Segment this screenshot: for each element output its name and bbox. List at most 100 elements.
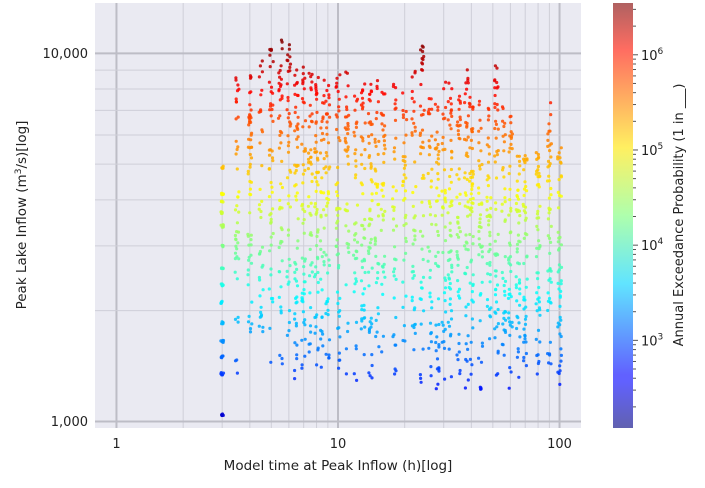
data-point — [354, 320, 359, 324]
data-point — [410, 299, 414, 303]
data-point — [379, 228, 383, 232]
data-point — [471, 172, 475, 176]
data-point — [300, 204, 304, 208]
data-point — [310, 270, 314, 274]
data-point — [488, 337, 492, 341]
data-point — [373, 140, 377, 144]
data-point — [479, 149, 483, 153]
data-point — [314, 134, 318, 138]
data-point — [558, 304, 562, 308]
data-point — [447, 187, 452, 191]
data-point — [301, 125, 305, 129]
data-point — [410, 133, 414, 137]
data-point — [449, 317, 454, 321]
data-point — [517, 172, 521, 176]
data-point — [479, 225, 483, 229]
data-point — [271, 60, 275, 64]
data-point — [557, 263, 562, 267]
data-point — [325, 120, 329, 124]
data-point — [507, 316, 511, 320]
data-point — [337, 136, 341, 140]
data-point — [503, 293, 507, 297]
data-point — [280, 259, 284, 263]
data-point — [401, 115, 405, 120]
data-point — [380, 122, 384, 126]
data-point — [440, 141, 444, 146]
data-point — [418, 297, 422, 301]
data-point — [468, 232, 472, 237]
data-point — [324, 99, 328, 103]
data-point — [501, 119, 505, 123]
data-point — [447, 81, 451, 85]
data-point — [392, 150, 396, 154]
data-point — [293, 312, 297, 316]
data-point — [485, 298, 490, 302]
data-point — [516, 261, 520, 265]
data-point — [470, 184, 474, 188]
data-point — [302, 218, 306, 222]
data-point — [496, 351, 500, 355]
data-point — [464, 305, 468, 309]
data-point — [327, 338, 332, 342]
data-point — [246, 320, 251, 324]
data-point — [234, 152, 238, 156]
data-point — [271, 231, 275, 236]
data-point — [301, 221, 305, 225]
data-point — [548, 268, 552, 272]
data-point — [287, 140, 291, 144]
data-point — [370, 363, 374, 368]
data-point — [277, 87, 281, 92]
data-point — [327, 198, 331, 202]
data-point — [278, 84, 283, 88]
data-point — [412, 274, 416, 278]
data-point — [287, 280, 291, 284]
data-point — [269, 102, 273, 106]
data-point — [294, 279, 299, 283]
data-point — [401, 108, 405, 113]
data-point — [322, 263, 326, 267]
data-point — [319, 138, 324, 142]
data-point — [549, 280, 553, 284]
data-point — [458, 99, 462, 103]
data-point — [314, 93, 318, 97]
data-point — [315, 97, 319, 101]
data-point — [404, 294, 408, 298]
data-point — [354, 122, 358, 126]
data-point — [303, 209, 307, 214]
data-point — [466, 200, 470, 204]
data-point — [309, 306, 313, 310]
data-point — [269, 114, 273, 118]
data-point — [367, 97, 371, 102]
data-point — [437, 194, 441, 198]
data-point — [455, 253, 459, 257]
data-point — [464, 342, 468, 346]
data-point — [545, 179, 550, 183]
data-point — [507, 256, 511, 260]
data-point — [249, 193, 253, 197]
data-point — [403, 339, 407, 343]
data-point — [369, 164, 373, 168]
data-point — [280, 159, 284, 163]
data-point — [335, 76, 339, 80]
data-point — [269, 221, 273, 225]
data-point — [414, 185, 418, 189]
data-point — [336, 252, 340, 256]
data-point — [308, 291, 312, 295]
data-point — [354, 221, 358, 225]
data-point — [294, 324, 298, 328]
data-point — [393, 157, 397, 161]
data-point — [480, 202, 484, 206]
data-point — [524, 216, 528, 220]
data-point — [450, 263, 454, 267]
data-point — [361, 224, 365, 228]
data-point — [458, 115, 462, 119]
data-point — [354, 164, 358, 168]
data-point — [419, 280, 423, 284]
data-point — [293, 341, 297, 345]
data-point — [374, 169, 378, 173]
data-point — [324, 352, 328, 356]
data-point — [303, 259, 307, 263]
data-point — [480, 344, 485, 348]
data-point — [234, 237, 238, 241]
data-point — [247, 243, 251, 247]
